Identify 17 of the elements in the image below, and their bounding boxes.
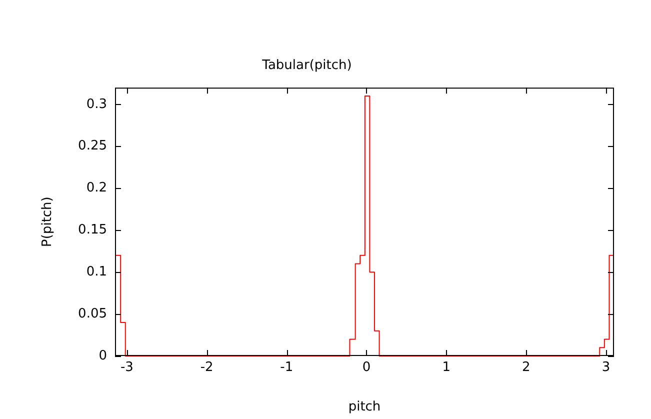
x-tick-label: 0 [362, 360, 371, 376]
y-tick-label: 0.05 [78, 306, 107, 322]
x-tick-label: 2 [522, 360, 530, 376]
x-axis-title: pitch [348, 400, 381, 415]
y-tick-label: 0.2 [86, 180, 107, 196]
chart-title: Tabular(pitch) [261, 58, 352, 74]
y-tick-label: 0.15 [78, 222, 107, 238]
y-axis-title: P(pitch) [40, 196, 56, 247]
y-tick-label: 0.1 [86, 264, 107, 280]
y-tick-label: 0.3 [86, 96, 107, 112]
x-tick-label: 1 [442, 360, 450, 376]
y-tick-label: 0 [98, 348, 107, 364]
y-tick-label: 0.25 [78, 138, 107, 154]
x-tick-label: -1 [280, 360, 294, 376]
x-tick-label: -3 [120, 360, 134, 376]
x-tick-label: -2 [200, 360, 214, 376]
x-tick-label: 3 [602, 360, 610, 376]
